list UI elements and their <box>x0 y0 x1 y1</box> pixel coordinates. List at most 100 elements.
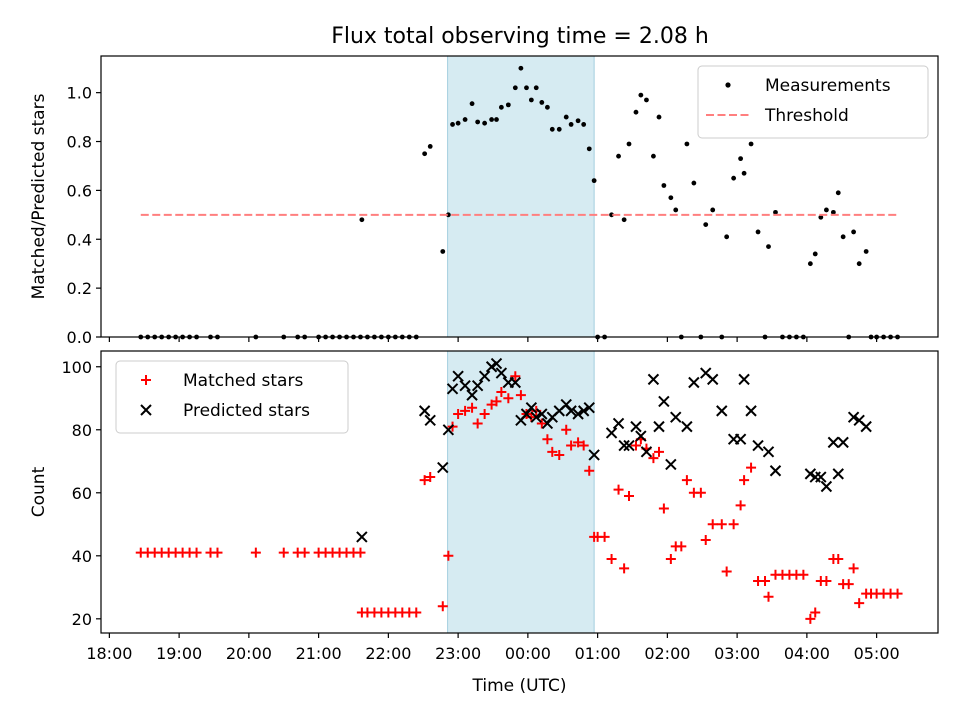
x-tick-label: 02:00 <box>644 644 690 663</box>
matched-star-point <box>491 396 502 407</box>
predicted-star-point <box>509 376 522 389</box>
measurement-point <box>621 217 627 223</box>
matched-star-point <box>542 434 553 445</box>
chart-title: Flux total observing time = 2.08 h <box>331 24 709 49</box>
matched-star-point <box>739 475 750 486</box>
measurement-point <box>575 118 581 124</box>
predicted-star-point <box>647 373 660 386</box>
predicted-star-point <box>452 370 464 382</box>
matched-star-point <box>833 553 844 564</box>
matched-star-point <box>536 418 547 429</box>
measurement-point <box>524 85 529 91</box>
y-tick-label: 100 <box>61 358 92 377</box>
plot-frame <box>100 55 939 338</box>
measurement-point <box>422 151 428 157</box>
measurement-point <box>533 85 539 91</box>
matched-star-point <box>892 588 903 599</box>
predicted-star-point <box>478 370 491 382</box>
matched-star-point <box>547 446 558 457</box>
matched-star-point <box>695 487 706 498</box>
legend: Measurements Threshold <box>697 65 929 139</box>
matched-star-point <box>599 531 610 542</box>
predicted-star-point <box>630 420 642 433</box>
measurement-point <box>427 144 433 149</box>
x-axis-label: Time (UTC) <box>472 676 567 696</box>
matched-star-point <box>735 500 746 511</box>
x-tick-label: 01:00 <box>575 644 621 663</box>
predicted-star-point <box>635 430 647 442</box>
matched-star-point <box>460 405 471 416</box>
measurement-point <box>581 122 587 127</box>
predicted-star-point <box>560 398 572 411</box>
measurement-point <box>505 102 511 108</box>
predicted-star-point <box>752 439 764 452</box>
measurement-point <box>773 209 778 215</box>
x-tick-label: 18:00 <box>86 644 132 663</box>
matched-star-point <box>419 475 430 486</box>
predicted-star-point <box>446 383 459 395</box>
measurement-point <box>738 156 744 162</box>
series-predicted-stars <box>356 357 872 543</box>
predicted-star-point <box>605 427 618 439</box>
predicted-star-point <box>536 408 548 420</box>
measurement-point <box>673 207 679 213</box>
measurement-point <box>812 251 818 257</box>
matched-star-point <box>299 547 310 558</box>
predicted-star-point <box>541 417 554 430</box>
measurement-point <box>691 180 697 186</box>
matched-star-point <box>467 402 478 413</box>
matched-star-point <box>854 598 865 609</box>
matched-star-point <box>848 563 859 574</box>
measurement-point <box>518 65 524 71</box>
predicted-star-point <box>847 411 860 423</box>
plot-frame <box>100 350 939 634</box>
measurement-point <box>556 126 562 132</box>
predicted-star-point <box>738 373 750 386</box>
measurement-point <box>626 141 632 147</box>
matched-star-point <box>613 484 624 495</box>
predicted-star-point <box>837 436 849 449</box>
matched-star-point <box>721 566 732 577</box>
predicted-star-point <box>827 436 840 449</box>
matched-star-point <box>716 519 727 530</box>
measurement-point <box>684 141 690 147</box>
matched-star-point <box>584 465 595 476</box>
predicted-star-point <box>530 411 542 423</box>
measurement-point <box>703 222 709 228</box>
measurement-point <box>835 190 841 196</box>
matched-star-point <box>191 547 202 558</box>
measurement-point <box>710 207 716 213</box>
predicted-star-point <box>437 461 449 474</box>
matched-star-point <box>425 472 436 483</box>
matched-star-point <box>843 579 854 590</box>
measurement-point <box>563 114 569 120</box>
predicted-star-point <box>769 465 782 477</box>
measurement-point <box>824 207 829 213</box>
matched-star-point <box>746 462 757 473</box>
top-panel: 0.0 0.2 0.4 0.6 0.8 1.0 Matched/Predicted star… <box>29 55 939 347</box>
matched-star-point <box>763 591 774 602</box>
matched-star-point <box>619 563 630 574</box>
predicted-star-point <box>820 480 833 493</box>
predicted-star-point <box>860 420 872 433</box>
measurement-point <box>450 122 455 127</box>
x-tick-label: 22:00 <box>365 644 411 663</box>
y-axis-label: Matched/Predicted stars <box>29 93 49 299</box>
x-tick-label: 21:00 <box>296 644 342 663</box>
series-matched-stars <box>135 371 903 624</box>
matched-star-point <box>443 550 454 561</box>
measurement-point <box>586 146 592 152</box>
measurement-point <box>568 122 574 127</box>
measurement-point <box>528 97 534 103</box>
predicted-star-point <box>565 405 577 417</box>
measurement-point <box>512 85 518 91</box>
y-tick-label: 0.6 <box>67 181 92 200</box>
predicted-star-point <box>588 449 600 461</box>
measurement-point <box>656 114 662 120</box>
predicted-star-point <box>688 376 700 389</box>
measurement-point <box>469 101 475 107</box>
measurement-point <box>539 100 545 105</box>
predicted-star-point <box>707 373 719 386</box>
predicted-star-point <box>815 471 827 483</box>
